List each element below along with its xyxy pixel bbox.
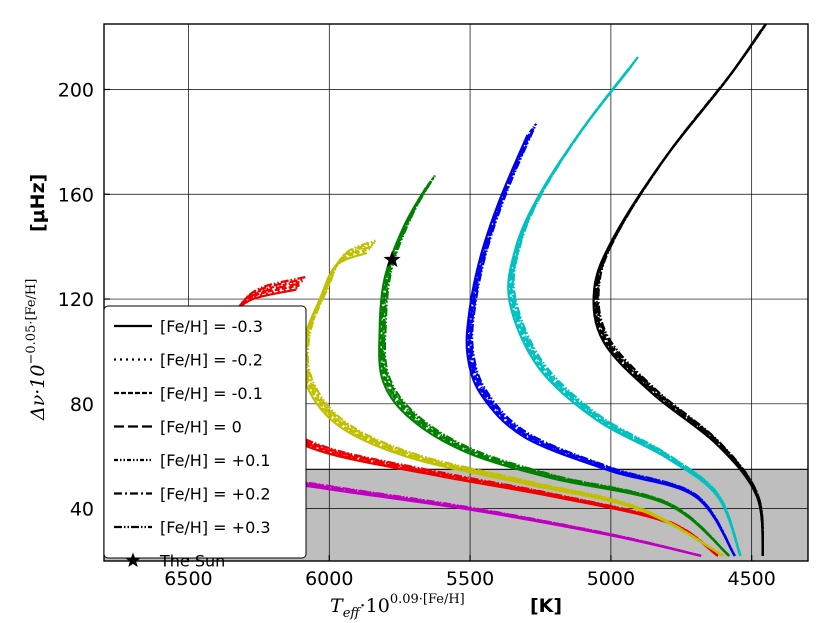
sun-marker xyxy=(383,250,401,267)
legend-label: The Sun xyxy=(159,552,225,571)
x-tick-label: 6500 xyxy=(164,568,212,590)
blue-track xyxy=(465,122,736,557)
series-line xyxy=(302,247,725,557)
cyan-track xyxy=(507,56,742,557)
x-tick-label: 5000 xyxy=(587,568,635,590)
black-track xyxy=(592,24,768,556)
series-line xyxy=(471,122,736,557)
legend-label: [Fe/H] = +0.3 xyxy=(160,518,271,537)
plot-frame xyxy=(103,23,809,562)
x-tick-label: 5500 xyxy=(446,568,494,590)
sun-marker-group xyxy=(383,250,401,267)
series-line xyxy=(306,239,725,557)
legend-label: [Fe/H] = -0.2 xyxy=(160,351,263,370)
series-line xyxy=(382,176,730,557)
y-tick-label: 80 xyxy=(70,394,94,416)
series-line xyxy=(597,24,768,556)
legend-box xyxy=(103,305,307,559)
y-ticks: 40 80 120 160 200 xyxy=(58,79,110,521)
legend-sun-marker xyxy=(125,552,141,567)
y-tick-label: 160 xyxy=(58,184,94,206)
y-axis-unit: [μHz] xyxy=(27,174,49,232)
y-axis-label: Δν·10−0.05·[Fe/H] xyxy=(24,279,49,421)
yellow-track xyxy=(301,239,725,557)
y-tick-label: 40 xyxy=(70,499,94,521)
x-ticks: 6500 6000 5500 5000 4500 xyxy=(164,555,776,590)
legend-label: [Fe/H] = -0.1 xyxy=(160,384,263,403)
legend-label: [Fe/H] = +0.2 xyxy=(160,485,271,504)
legend-label: [Fe/H] = 0 xyxy=(160,418,242,437)
x-axis-unit: [K] xyxy=(530,595,562,617)
legend-label: [Fe/H] = +0.1 xyxy=(160,451,271,470)
x-tick-label: 4500 xyxy=(728,568,776,590)
y-tick-label: 120 xyxy=(58,289,94,311)
x-axis-label: Teff·100.09·[Fe/H] xyxy=(330,592,465,621)
legend-label: [Fe/H] = -0.3 xyxy=(160,317,263,336)
series-line xyxy=(512,56,742,557)
legend: [Fe/H] = -0.3 [Fe/H] = -0.2 [Fe/H] = -0.1 [… xyxy=(103,305,307,571)
x-tick-label: 6000 xyxy=(305,568,353,590)
y-tick-label: 200 xyxy=(58,79,94,101)
